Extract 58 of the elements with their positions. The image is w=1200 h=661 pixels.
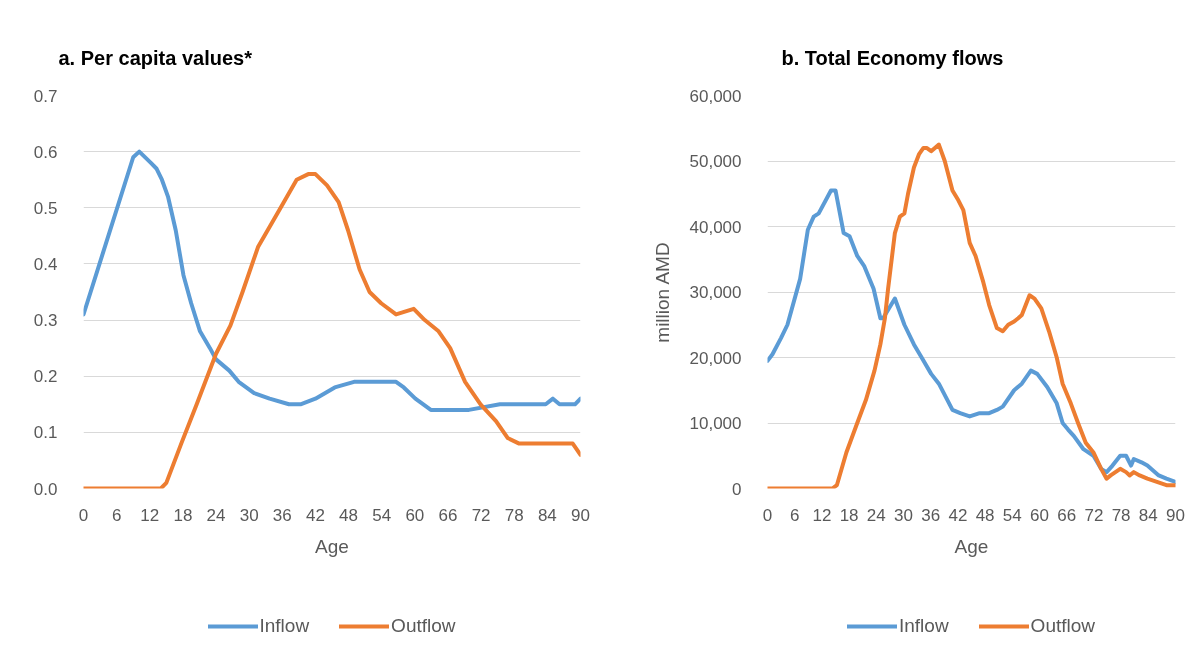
x-tick-label: 0 <box>762 505 773 525</box>
x-tick-label: 72 <box>471 505 491 525</box>
y-tick-label: 0.0 <box>33 479 58 499</box>
x-tick-label: 18 <box>839 505 859 525</box>
y-tick-label: 0.7 <box>33 86 58 106</box>
y-tick-label: 0.3 <box>33 311 58 331</box>
chart-title: a. Per capita values* <box>58 46 253 69</box>
x-tick-label: 12 <box>140 505 160 525</box>
y-tick-label: 0 <box>732 479 742 499</box>
y-tick-label: 60,000 <box>689 86 742 106</box>
y-tick-label: 50,000 <box>689 152 742 171</box>
x-tick-label: 60 <box>1030 505 1049 525</box>
x-tick-label: 18 <box>173 505 193 525</box>
chart-title: b. Total Economy flows <box>781 46 1004 69</box>
legend-label: Outflow <box>391 615 456 637</box>
x-tick-label: 24 <box>206 505 226 525</box>
legend-label: Inflow <box>898 615 949 637</box>
x-tick-label: 54 <box>372 505 392 525</box>
line-series <box>83 172 581 489</box>
x-tick-label: 36 <box>272 505 292 525</box>
y-tick-label: 0.4 <box>33 254 58 274</box>
y-tick-label: 0.6 <box>33 142 58 162</box>
y-tick-label: 0.1 <box>33 423 58 443</box>
y-tick-label: 20,000 <box>689 348 742 368</box>
y-tick-label: 0.5 <box>33 198 58 218</box>
x-tick-label: 42 <box>948 505 968 525</box>
x-tick-label: 6 <box>789 505 800 525</box>
x-tick-label: 12 <box>812 505 832 525</box>
y-axis-title: million AMD <box>651 242 673 343</box>
x-tick-label: 30 <box>239 505 259 525</box>
x-axis-title: Age <box>315 535 349 557</box>
x-axis-title: Age <box>954 535 989 557</box>
x-tick-label: 66 <box>438 505 458 525</box>
legend-label: Inflow <box>259 615 310 637</box>
x-tick-label: 42 <box>305 505 325 525</box>
x-tick-label: 72 <box>1084 505 1104 525</box>
x-tick-label: 78 <box>1111 505 1131 525</box>
x-tick-label: 48 <box>975 505 995 525</box>
x-tick-label: 0 <box>78 505 89 525</box>
x-tick-label: 60 <box>405 505 425 525</box>
x-tick-label: 90 <box>1166 505 1185 525</box>
x-tick-label: 36 <box>921 505 941 525</box>
x-tick-label: 24 <box>866 505 886 525</box>
x-tick-label: 90 <box>571 505 590 525</box>
x-tick-label: 30 <box>894 505 913 525</box>
x-tick-label: 84 <box>537 505 557 525</box>
x-tick-label: 84 <box>1138 505 1158 525</box>
legend-label: Outflow <box>1030 615 1096 637</box>
x-tick-label: 6 <box>111 505 122 525</box>
x-tick-label: 54 <box>1002 505 1022 525</box>
x-tick-label: 48 <box>339 505 359 525</box>
x-tick-label: 66 <box>1057 505 1077 525</box>
y-tick-label: 0.2 <box>33 367 58 387</box>
x-tick-label: 78 <box>504 505 524 525</box>
line-series <box>83 149 581 412</box>
y-tick-label: 40,000 <box>689 217 742 237</box>
y-tick-label: 30,000 <box>689 283 742 302</box>
y-tick-label: 10,000 <box>689 414 742 433</box>
